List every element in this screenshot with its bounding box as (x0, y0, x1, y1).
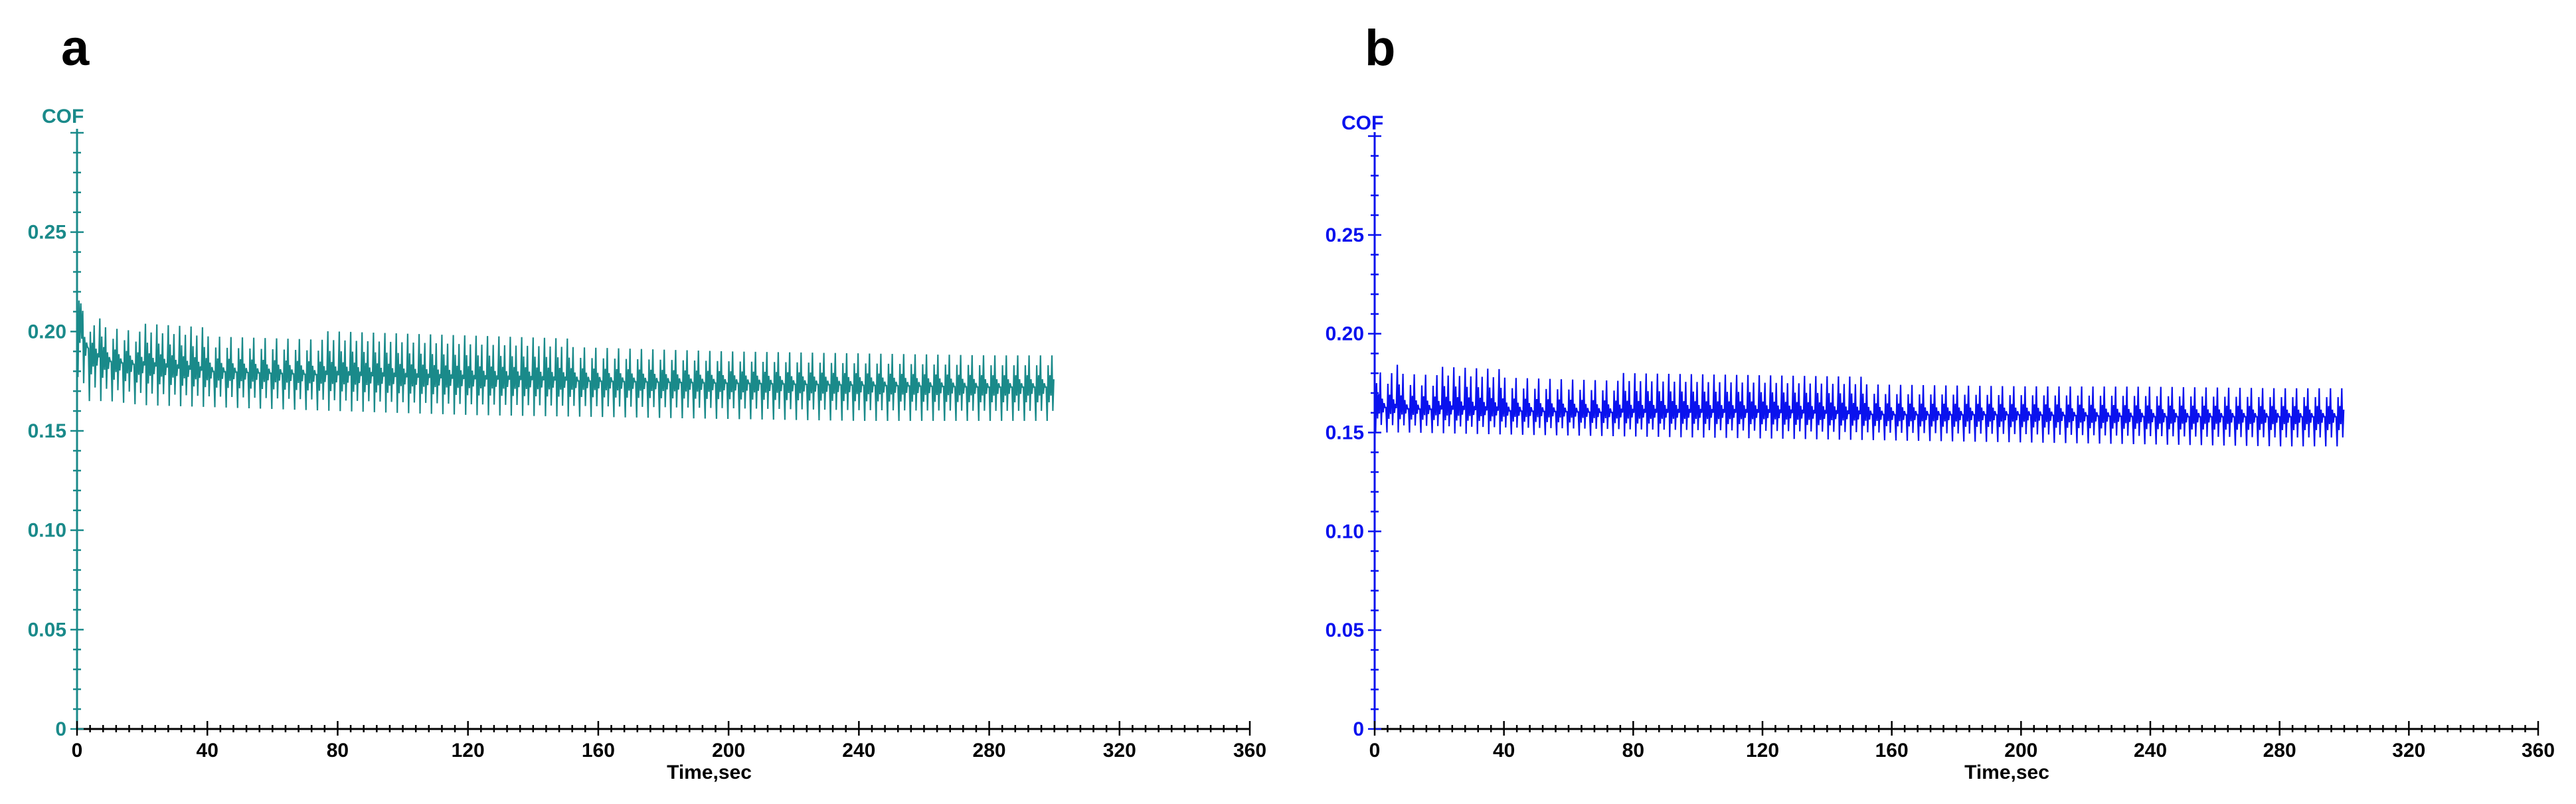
x-tick-label: 160 (1875, 740, 1909, 762)
y-tick-label: 0.10 (1326, 521, 1364, 542)
y-tick-label: 0 (55, 718, 66, 740)
axes-a: 0 0.05 0.10 0.15 0.20 0.25 0 40 80 120 160 200 240 28… (28, 129, 1266, 762)
x-tick-label: 0 (1369, 740, 1381, 762)
x-tick-label: 160 (582, 740, 615, 762)
y-tick-label: 0.10 (28, 520, 66, 542)
y-tick-label: 0 (1353, 718, 1364, 740)
x-tick-label: 360 (2522, 740, 2555, 762)
x-tick-label: 280 (973, 740, 1006, 762)
axes-b: 0 0.05 0.10 0.15 0.20 0.25 0 40 80 120 160 200 240 28… (1326, 132, 2555, 762)
x-tick-label: 240 (2134, 740, 2167, 762)
x-tick-label: 360 (1233, 740, 1266, 762)
series-a (76, 291, 1055, 422)
panel-label-a: a (61, 20, 90, 76)
x-tick-label: 0 (72, 740, 83, 762)
y-tick-label: 0.15 (28, 420, 66, 442)
y-axis-title-a: COF (42, 106, 84, 127)
y-axis-title-b: COF (1341, 112, 1383, 134)
series-b (1373, 363, 2345, 447)
y-tick-label: 0.05 (28, 619, 66, 641)
x-axis-title-a: Time,sec (667, 762, 752, 783)
cof-series-line (76, 291, 1055, 422)
cof-series-line (1373, 363, 2345, 447)
x-tick-label: 120 (1746, 740, 1779, 762)
panel-b: b COF Time,sec 0 0.05 0.10 0.15 0.20 0.25 0 40 8… (1326, 20, 2555, 783)
y-tick-label: 0.25 (28, 222, 66, 244)
x-tick-label: 40 (1493, 740, 1515, 762)
x-tick-label: 320 (1103, 740, 1136, 762)
x-tick-label: 200 (2004, 740, 2037, 762)
x-tick-label: 200 (712, 740, 745, 762)
x-tick-label: 80 (1622, 740, 1644, 762)
y-tick-label: 0.25 (1326, 224, 1364, 246)
x-tick-label: 120 (452, 740, 485, 762)
x-tick-label: 80 (327, 740, 349, 762)
panel-a: a COF Time,sec 0 0.05 0.10 0.15 0.20 0.25 0 40 8… (28, 20, 1266, 783)
x-axis-title-b: Time,sec (1964, 762, 2049, 783)
x-tick-label: 280 (2263, 740, 2296, 762)
panel-label-b: b (1365, 20, 1395, 76)
x-tick-label: 320 (2392, 740, 2425, 762)
y-tick-label: 0.20 (1326, 323, 1364, 345)
y-tick-label: 0.05 (1326, 619, 1364, 641)
y-tick-label: 0.20 (28, 321, 66, 343)
x-tick-label: 240 (842, 740, 875, 762)
y-tick-label: 0.15 (1326, 422, 1364, 444)
x-tick-label: 40 (197, 740, 218, 762)
